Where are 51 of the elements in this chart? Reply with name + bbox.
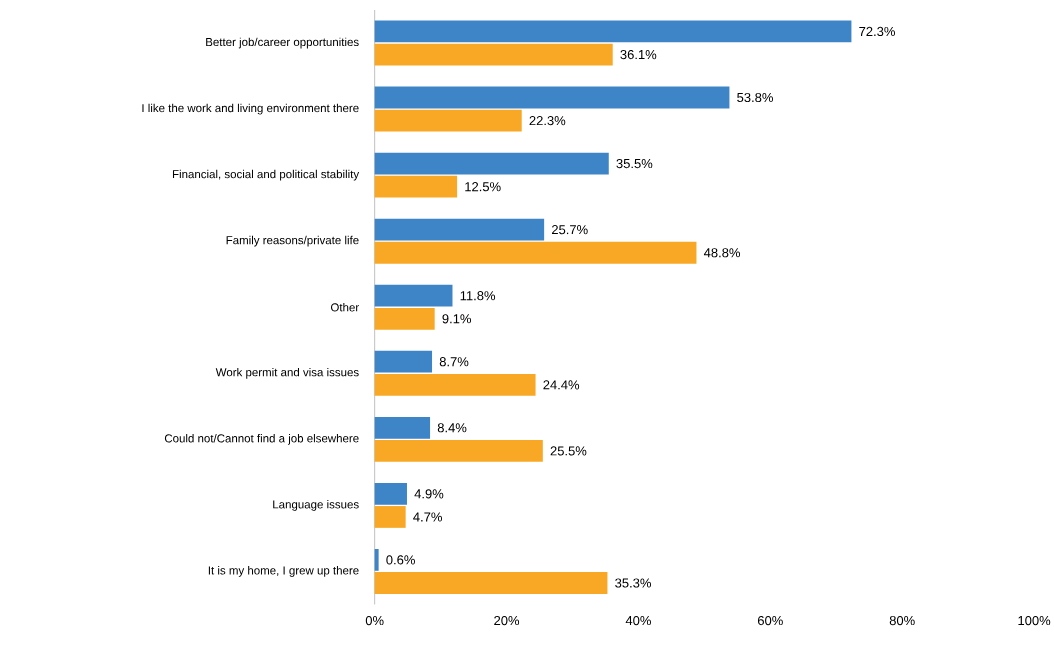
- bar: [374, 416, 431, 439]
- bar: [374, 20, 852, 43]
- data-label: 35.3%: [615, 578, 651, 588]
- y-tick-label: Work permit and visa issues: [215, 367, 359, 379]
- x-tick-label: 0%: [365, 615, 384, 625]
- bar: [374, 152, 609, 175]
- x-tick-label: 40%: [625, 615, 651, 625]
- data-label: 8.4%: [437, 422, 467, 433]
- y-tick-label: Could not/Cannot find a job elsewhere: [164, 433, 359, 445]
- y-tick-label: It is my home, I grew up there: [208, 565, 359, 577]
- bar: [374, 373, 536, 396]
- data-label: 4.7%: [413, 512, 442, 522]
- y-tick-label: I like the work and living environment there: [142, 103, 359, 115]
- bar: [374, 307, 435, 330]
- x-tick-label: 100%: [1018, 615, 1051, 625]
- data-label: 35.5%: [616, 158, 653, 168]
- data-label: 11.8%: [460, 290, 496, 301]
- data-label: 25.7%: [551, 224, 588, 235]
- data-label: 0.6%: [386, 555, 415, 565]
- data-label: 9.1%: [442, 313, 471, 324]
- x-tick-label: 60%: [757, 615, 783, 625]
- x-tick-label: 20%: [494, 615, 520, 625]
- bar: [374, 43, 613, 66]
- y-tick-label: Family reasons/private life: [226, 235, 359, 247]
- data-label: 24.4%: [543, 380, 580, 390]
- bar: [374, 350, 433, 373]
- data-label: 36.1%: [620, 49, 657, 59]
- bar: [374, 505, 406, 528]
- bar: [374, 571, 608, 594]
- bar: [374, 548, 379, 571]
- bar: [374, 482, 407, 505]
- data-label: 12.5%: [465, 181, 501, 192]
- data-label: 53.8%: [737, 92, 773, 102]
- data-label: 22.3%: [529, 115, 566, 126]
- bar: [374, 241, 697, 264]
- bar: [374, 175, 458, 198]
- data-label: 4.9%: [414, 489, 444, 499]
- y-tick-label: Other: [330, 302, 359, 312]
- x-tick-label: 80%: [889, 615, 915, 625]
- y-tick-label: Language issues: [273, 499, 359, 511]
- bar: [374, 86, 730, 109]
- data-label: 72.3%: [859, 26, 895, 36]
- data-label: 8.7%: [439, 356, 469, 367]
- bar: [374, 284, 453, 307]
- bar: [374, 218, 545, 241]
- y-tick-label: Financial, social and political stability: [172, 169, 360, 181]
- y-tick-label: Better job/career opportunities: [206, 37, 359, 49]
- data-label: 25.5%: [550, 446, 587, 456]
- data-label: 48.8%: [703, 247, 741, 258]
- bar: [374, 109, 522, 132]
- bar: [374, 439, 543, 462]
